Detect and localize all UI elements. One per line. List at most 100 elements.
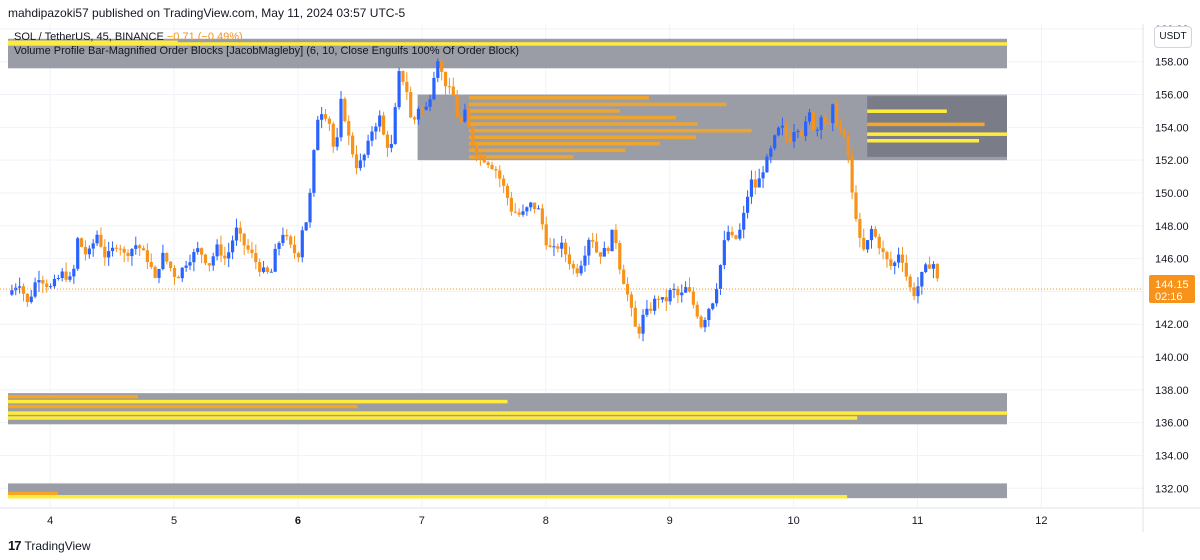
profile-bar [867,122,985,127]
candle-body [788,137,792,142]
candle-body [765,156,769,173]
candle-body [684,287,688,293]
candle-body [567,254,572,265]
chart-legend: SOL / TetherUS, 45, BINANCE −0.71 (−0.49… [14,30,519,58]
candle-body [908,276,912,288]
profile-bar [8,404,358,409]
candle-body [668,290,672,302]
candle-body [920,271,924,287]
candle-body [455,96,459,118]
candle-body [513,211,517,213]
candle-body [316,119,320,151]
candle-body [622,269,626,285]
candle-body [250,249,254,254]
candle-body [587,239,591,256]
candle-body [912,287,916,297]
candle-body [145,250,149,263]
candle-body [269,271,273,273]
candle-body [463,109,467,122]
candle-body [563,242,568,255]
candles [10,51,939,342]
candle-body [107,251,111,258]
candle-body [443,71,448,87]
candle-body [141,248,146,251]
candle-body [804,121,808,137]
x-tick-label: 8 [543,515,549,527]
candlestick-chart[interactable]: 132.00 134.00 136.00 138.00 140.00 142.00 144.… [0,24,1200,532]
y-tick-label: 156.00 [1155,90,1189,102]
candle-body [502,178,506,186]
candle-body [103,246,107,258]
candle-body [381,115,386,135]
candle-body [130,248,134,257]
chart-area[interactable]: 132.00 134.00 136.00 138.00 140.00 142.00 144.… [0,24,1200,532]
candle-body [389,143,393,148]
candle-body [773,135,777,149]
candle-body [505,185,510,198]
candle-body [827,123,831,125]
candle-body [711,303,715,309]
candle-body [149,262,153,267]
profile-bar [468,141,660,146]
profile-bar [8,491,58,496]
candle-body [784,125,788,138]
candle-body [79,238,84,247]
profile-bar [468,115,676,120]
candle-body [842,130,846,137]
candle-body [29,296,33,303]
candle-body [292,244,297,254]
profile-bar [468,122,698,126]
publish-info: mahdipazoki57 published on TradingView.c… [8,6,406,20]
candle-body [900,254,905,263]
candle-body [618,243,622,270]
candle-body [471,127,475,146]
x-tick-label: 11 [912,515,923,527]
indicator-title[interactable]: Volume Profile Bar-Magnified Order Block… [14,45,520,57]
candle-body [358,160,362,169]
candle-body [498,170,502,179]
candle-body [869,228,874,241]
candle-body [858,219,862,238]
candle-body [161,252,165,269]
candle-body [935,264,939,279]
candle-body [718,265,723,290]
candle-body [76,238,80,269]
candle-body [169,261,173,269]
candle-body [366,140,370,155]
profile-bar [468,109,621,113]
y-tick-label: 158.00 [1155,57,1189,69]
symbol-title[interactable]: SOL / TetherUS, 45, BINANCE [14,31,164,43]
order-block-zone [8,483,1007,499]
y-tick-label: 146.00 [1155,254,1189,266]
x-tick-label: 9 [667,515,673,527]
candle-body [432,77,436,100]
candle-body [548,245,552,247]
candle-body [176,276,180,279]
candle-body [378,115,382,127]
candle-body [726,231,730,241]
candle-body [412,117,417,120]
candle-body [610,229,614,252]
candle-body [877,236,881,249]
candle-body [753,179,757,188]
candle-body [571,264,575,269]
price-tag [1149,274,1195,303]
candle-body [424,106,428,110]
candle-body [416,108,421,120]
candle-body [261,267,266,272]
candle-body [889,259,893,266]
candle-body [52,278,57,287]
x-tick-label: 7 [419,515,425,527]
candle-body [525,207,529,212]
candle-body [258,262,262,272]
candle-body [606,248,610,252]
candle-body [819,117,823,130]
currency-button[interactable]: USDT [1154,26,1192,48]
candle-body [672,288,676,291]
profile-bar [468,128,752,133]
candle-body [296,253,301,258]
candle-body [575,268,579,274]
candle-body [850,155,854,193]
y-tick-label: 152.00 [1155,155,1189,167]
candle-body [21,286,26,294]
